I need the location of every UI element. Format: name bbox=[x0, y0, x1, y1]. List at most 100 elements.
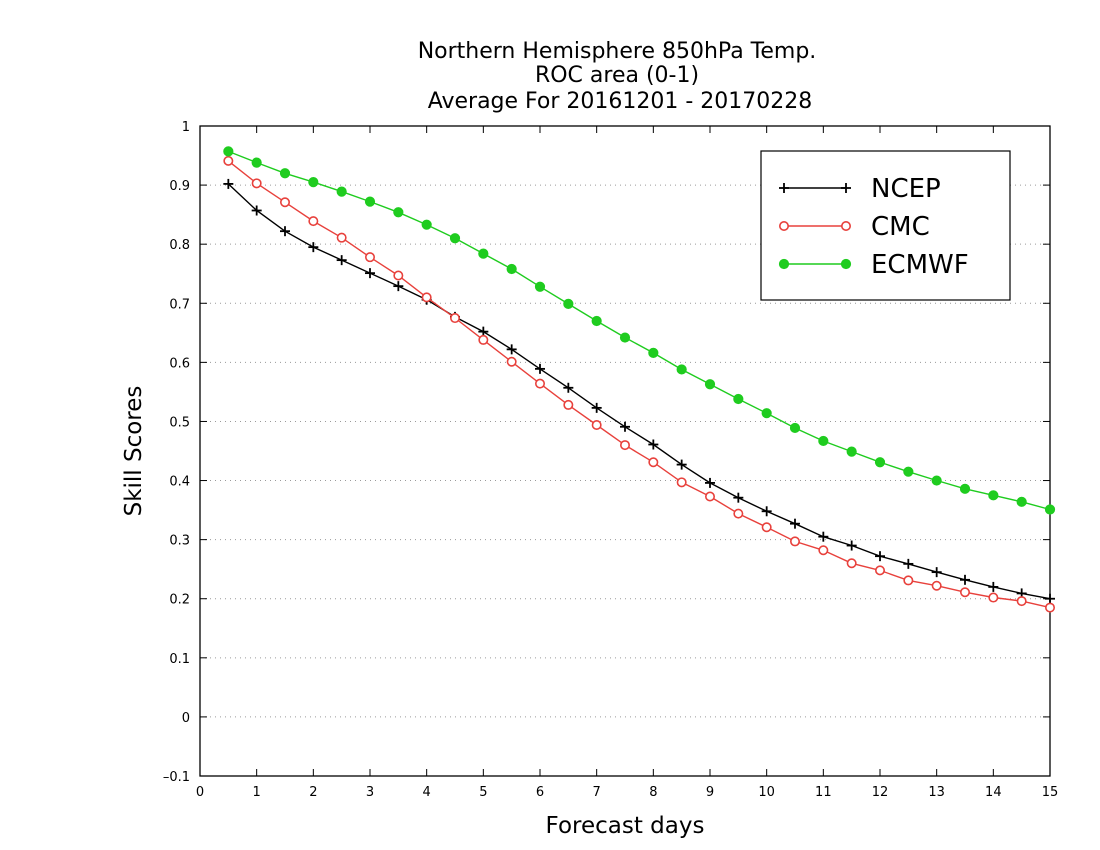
x-tick-label: 12 bbox=[872, 785, 889, 800]
data-point-cmc bbox=[619, 440, 630, 451]
data-point-ncep bbox=[1045, 593, 1055, 604]
data-point-ecmwf bbox=[846, 446, 857, 457]
legend: NCEP CMC ECMWF bbox=[760, 150, 1011, 301]
y-tick-label: 0 bbox=[182, 711, 190, 726]
data-point-ecmwf bbox=[591, 315, 602, 327]
y-tick-label: 1 bbox=[182, 120, 190, 135]
plot-area-border bbox=[199, 125, 1051, 777]
y-tick-label: 0.9 bbox=[169, 179, 190, 194]
y-tick-label: 0.5 bbox=[169, 415, 190, 430]
data-point-ncep bbox=[676, 459, 687, 470]
data-point-ecmwf bbox=[336, 186, 347, 197]
data-point-cmc bbox=[393, 270, 404, 281]
data-point-ncep bbox=[506, 344, 517, 355]
legend-label-cmc: CMC bbox=[871, 212, 930, 242]
x-tick-label: 5 bbox=[479, 785, 487, 800]
data-point-ecmwf bbox=[988, 490, 999, 501]
data-point-ecmwf bbox=[563, 298, 574, 309]
y-tick-label: 0.7 bbox=[169, 297, 190, 312]
data-point-ncep bbox=[365, 268, 375, 279]
series-ncep bbox=[223, 178, 1055, 604]
data-point-ecmwf bbox=[1016, 496, 1027, 507]
data-point-ecmwf bbox=[364, 196, 376, 207]
data-point-cmc bbox=[478, 334, 489, 345]
legend-box bbox=[760, 150, 1011, 301]
data-point-cmc bbox=[733, 508, 744, 519]
data-point-ecmwf bbox=[648, 347, 659, 359]
legend-label-ncep: NCEP bbox=[871, 174, 941, 204]
y-tick-label: 0.2 bbox=[169, 593, 190, 608]
data-point-ncep bbox=[563, 382, 574, 393]
data-point-ncep bbox=[620, 421, 630, 432]
data-point-cmc bbox=[563, 399, 574, 410]
data-point-cmc bbox=[336, 232, 347, 243]
x-tick-label: 0 bbox=[196, 785, 204, 800]
data-point-cmc bbox=[789, 536, 800, 547]
data-point-ecmwf bbox=[449, 233, 461, 244]
data-point-ncep bbox=[818, 531, 829, 542]
data-point-ncep bbox=[903, 558, 914, 569]
x-tick-label: 13 bbox=[928, 785, 945, 800]
data-point-cmc bbox=[421, 292, 432, 303]
data-point-ecmwf bbox=[223, 146, 234, 157]
data-point-cmc bbox=[818, 545, 829, 556]
x-tick-label: 8 bbox=[649, 785, 657, 800]
data-point-ecmwf bbox=[903, 466, 914, 477]
x-tick-label: 10 bbox=[758, 785, 775, 800]
y-axis-label: Skill Scores bbox=[121, 386, 147, 517]
data-point-cmc bbox=[931, 580, 942, 591]
data-point-ecmwf bbox=[393, 207, 404, 218]
legend-marker-ncep bbox=[841, 183, 851, 193]
data-point-cmc bbox=[874, 565, 885, 576]
x-tick-label: 15 bbox=[1042, 785, 1059, 800]
data-point-cmc bbox=[648, 457, 659, 468]
data-point-ecmwf bbox=[308, 177, 319, 188]
legend-marker-cmc bbox=[840, 221, 851, 232]
data-point-cmc bbox=[308, 216, 319, 227]
chart-title: Northern Hemisphere 850hPa Temp. ROC are… bbox=[418, 39, 817, 114]
y-tick-label: –0.1 bbox=[163, 770, 190, 785]
data-point-cmc bbox=[676, 477, 687, 488]
y-tick-label: 0.1 bbox=[169, 652, 190, 667]
data-point-ecmwf bbox=[534, 281, 546, 292]
legend-marker-cmc bbox=[778, 221, 789, 232]
data-point-ncep bbox=[988, 581, 999, 592]
series-line-ncep bbox=[227, 183, 1051, 600]
data-point-cmc bbox=[903, 575, 914, 586]
data-point-ecmwf bbox=[761, 408, 772, 419]
data-point-ncep bbox=[648, 439, 659, 450]
data-point-ecmwf bbox=[676, 364, 687, 375]
data-point-ecmwf bbox=[619, 332, 631, 343]
data-point-ncep bbox=[875, 551, 885, 562]
x-tick-label: 6 bbox=[536, 785, 544, 800]
data-point-ecmwf bbox=[789, 422, 801, 434]
data-point-ncep bbox=[705, 477, 715, 488]
series-cmc bbox=[223, 155, 1056, 613]
data-point-ecmwf bbox=[733, 393, 744, 405]
data-point-cmc bbox=[761, 522, 772, 533]
data-point-ecmwf bbox=[478, 248, 489, 259]
y-tick-label: 0.6 bbox=[169, 356, 190, 371]
data-point-ncep bbox=[591, 402, 602, 413]
data-point-cmc bbox=[449, 313, 460, 324]
data-point-ecmwf bbox=[1044, 504, 1056, 515]
x-tick-label: 2 bbox=[309, 785, 317, 800]
data-point-ncep bbox=[223, 178, 234, 189]
data-point-cmc bbox=[364, 252, 375, 263]
data-point-ecmwf bbox=[704, 379, 716, 390]
y-tick-label: 0.8 bbox=[169, 238, 190, 253]
x-tick-label: 9 bbox=[706, 785, 714, 800]
data-point-cmc bbox=[704, 491, 715, 502]
data-point-cmc bbox=[1016, 596, 1027, 607]
chart-title-line-2: ROC area (0-1) bbox=[535, 63, 699, 88]
data-point-cmc bbox=[279, 197, 290, 208]
legend-label-ecmwf: ECMWF bbox=[871, 250, 969, 280]
y-tick-label: 0.3 bbox=[169, 534, 190, 549]
grid-lines bbox=[200, 184, 1050, 718]
data-point-ecmwf bbox=[818, 435, 829, 447]
data-point-ncep bbox=[336, 255, 347, 266]
series-layer bbox=[223, 146, 1056, 613]
data-point-cmc bbox=[591, 419, 602, 430]
chart-title-line-1: Northern Hemisphere 850hPa Temp. bbox=[418, 39, 817, 64]
